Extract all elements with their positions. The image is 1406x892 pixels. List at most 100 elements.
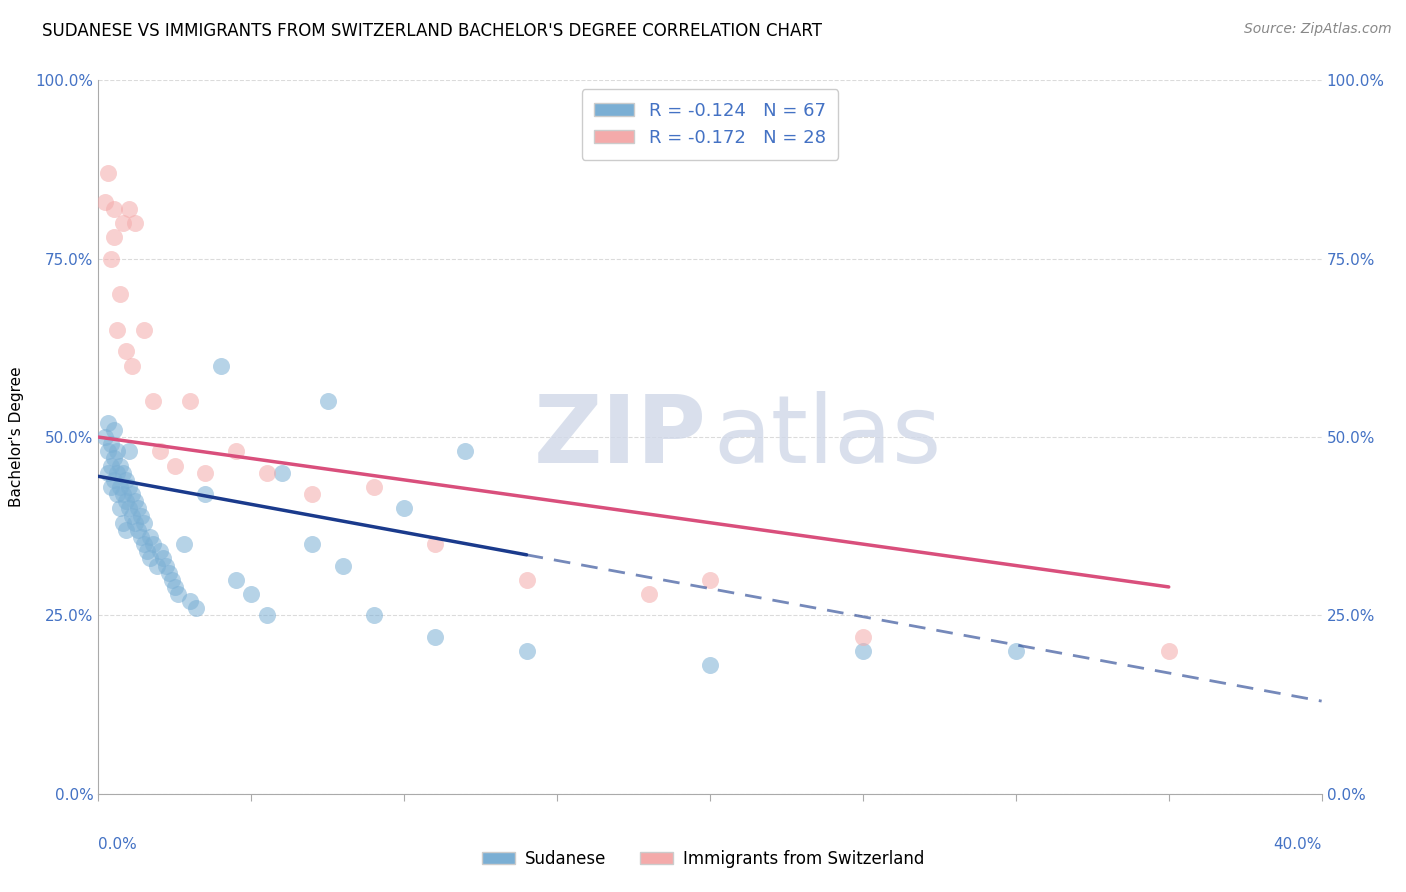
Point [124, 216, 146, 230]
Point [160, 573, 183, 587]
Point [111, 216, 134, 230]
Point [105, 323, 128, 337]
Point [103, 451, 125, 466]
Point [103, 473, 125, 487]
Point [852, 630, 875, 644]
Point [121, 508, 143, 523]
Point [270, 466, 294, 480]
Point [97, 466, 120, 480]
Legend: R = -0.124   N = 67, R = -0.172   N = 28: R = -0.124 N = 67, R = -0.172 N = 28 [582, 89, 838, 160]
Point [108, 501, 131, 516]
Point [173, 537, 195, 551]
Point [103, 423, 125, 437]
Point [111, 466, 134, 480]
Point [139, 551, 162, 566]
Point [155, 558, 177, 573]
Point [423, 537, 446, 551]
Point [108, 458, 131, 473]
Point [142, 537, 165, 551]
Point [179, 394, 201, 409]
Point [256, 608, 278, 623]
Text: 40.0%: 40.0% [1274, 837, 1322, 852]
Point [699, 658, 721, 673]
Point [423, 630, 446, 644]
Point [115, 344, 138, 359]
Point [100, 480, 122, 494]
Legend: Sudanese, Immigrants from Switzerland: Sudanese, Immigrants from Switzerland [475, 844, 931, 875]
Point [134, 516, 156, 530]
Point [93, 194, 115, 209]
Point [179, 594, 201, 608]
Point [115, 494, 138, 508]
Y-axis label: Bachelor's Degree: Bachelor's Degree [10, 367, 24, 508]
Point [103, 230, 125, 244]
Point [100, 437, 122, 451]
Point [142, 394, 165, 409]
Point [129, 508, 152, 523]
Point [157, 566, 180, 580]
Point [134, 537, 156, 551]
Point [699, 573, 721, 587]
Point [163, 458, 186, 473]
Point [301, 537, 323, 551]
Point [1157, 644, 1180, 658]
Point [121, 487, 143, 501]
Point [454, 444, 477, 458]
Point [332, 558, 354, 573]
Point [93, 430, 115, 444]
Point [149, 444, 172, 458]
Point [152, 551, 174, 566]
Point [516, 644, 538, 658]
Point [256, 466, 278, 480]
Point [145, 558, 167, 573]
Point [111, 516, 134, 530]
Point [301, 487, 323, 501]
Point [118, 202, 141, 216]
Point [167, 587, 190, 601]
Point [149, 544, 172, 558]
Text: ZIP: ZIP [533, 391, 706, 483]
Point [100, 458, 122, 473]
Point [129, 530, 152, 544]
Point [97, 166, 120, 180]
Text: atlas: atlas [714, 391, 942, 483]
Point [127, 523, 149, 537]
Point [363, 480, 385, 494]
Point [134, 323, 156, 337]
Point [121, 359, 143, 373]
Point [392, 501, 416, 516]
Point [225, 444, 247, 458]
Text: Source: ZipAtlas.com: Source: ZipAtlas.com [1244, 22, 1392, 37]
Point [186, 601, 208, 615]
Point [638, 587, 661, 601]
Point [139, 530, 162, 544]
Point [108, 287, 131, 301]
Point [97, 416, 120, 430]
Point [124, 516, 146, 530]
Text: 0.0%: 0.0% [98, 837, 138, 852]
Point [240, 587, 263, 601]
Point [852, 644, 875, 658]
Point [194, 466, 217, 480]
Point [108, 480, 131, 494]
Point [103, 202, 125, 216]
Point [124, 494, 146, 508]
Point [105, 444, 128, 458]
Point [118, 444, 141, 458]
Point [127, 501, 149, 516]
Point [100, 252, 122, 266]
Point [194, 487, 217, 501]
Point [105, 466, 128, 480]
Point [363, 608, 385, 623]
Point [209, 359, 232, 373]
Point [105, 487, 128, 501]
Point [97, 444, 120, 458]
Point [163, 580, 186, 594]
Point [225, 573, 247, 587]
Point [118, 480, 141, 494]
Point [111, 487, 134, 501]
Point [118, 501, 141, 516]
Text: SUDANESE VS IMMIGRANTS FROM SWITZERLAND BACHELOR'S DEGREE CORRELATION CHART: SUDANESE VS IMMIGRANTS FROM SWITZERLAND … [42, 22, 823, 40]
Point [1004, 644, 1026, 658]
Point [115, 473, 138, 487]
